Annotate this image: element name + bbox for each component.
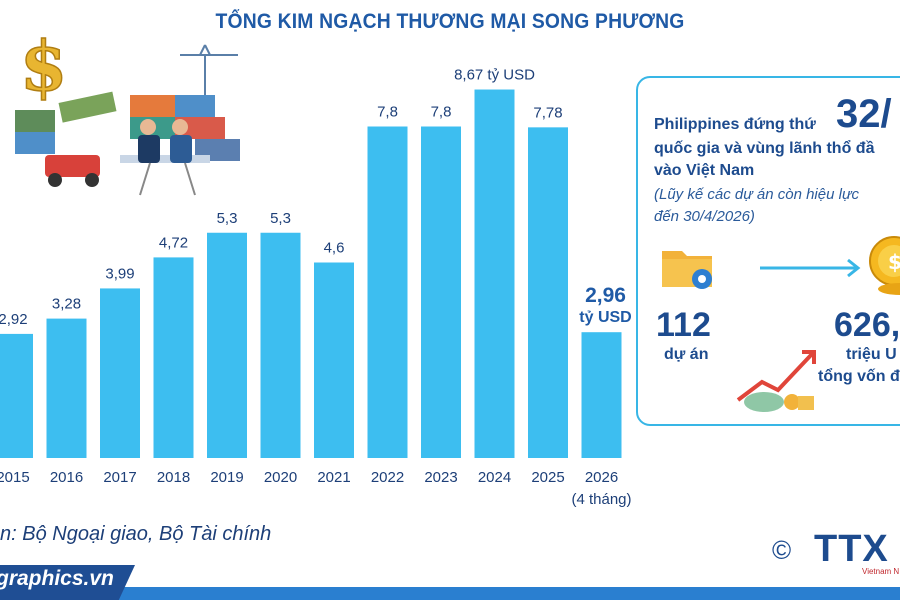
source-note: n: Bộ Ngoại giao, Bộ Tài chính bbox=[0, 523, 272, 545]
panel-line-1: Philippines đứng thứ bbox=[654, 116, 816, 133]
x-tick-2022: 2022 bbox=[371, 469, 404, 486]
panel-line-2: quốc gia và vùng lãnh thổ đầ bbox=[654, 140, 875, 157]
coin-icon: $ bbox=[869, 236, 900, 295]
bar-2025 bbox=[528, 127, 568, 458]
copyright-icon: © bbox=[772, 535, 792, 565]
footer-site-link[interactable]: graphics.vn bbox=[0, 567, 114, 590]
dollar-icon: $ bbox=[19, 26, 68, 108]
projects-value: 112 bbox=[656, 306, 711, 344]
capital-label-1: triệu U bbox=[846, 346, 897, 363]
footer-bar: graphics.vn bbox=[0, 565, 900, 600]
x-tick-2026: 2026 bbox=[585, 469, 618, 486]
bar-2026 bbox=[581, 332, 622, 458]
chart-title: TỔNG KIM NGẠCH THƯƠNG MẠI SONG PHƯƠNG bbox=[215, 10, 685, 33]
x-tick-2016: 2016 bbox=[50, 469, 83, 486]
bar-2020 bbox=[260, 232, 301, 458]
panel-note-1: (Lũy kế các dự án còn hiệu lực bbox=[654, 186, 859, 203]
data-label-2020: 5,3 bbox=[270, 210, 291, 227]
logo-tagline: Vietnam N bbox=[862, 567, 900, 576]
data-label-unit: tỷ USD bbox=[579, 309, 631, 326]
arrow-right-icon bbox=[760, 258, 861, 278]
data-label-2021: 4,6 bbox=[324, 240, 345, 257]
rank-value: 32/ bbox=[836, 92, 892, 136]
x-tick-2020: 2020 bbox=[264, 469, 297, 486]
data-label-2023: 7,8 bbox=[431, 104, 452, 121]
x-tick-2021: 2021 bbox=[317, 469, 350, 486]
svg-text:$: $ bbox=[20, 27, 67, 107]
ttxvn-logo: TTX bbox=[814, 528, 889, 570]
folder-gear-icon bbox=[662, 251, 712, 289]
data-label-2018: 4,72 bbox=[159, 234, 188, 251]
bar-2024 bbox=[474, 89, 515, 459]
x-tick-subtitle: (4 tháng) bbox=[571, 491, 631, 508]
x-tick-2023: 2023 bbox=[424, 469, 457, 486]
capital-label-2: tổng vốn đ bbox=[818, 368, 900, 385]
x-tick-2025: 2025 bbox=[531, 469, 564, 486]
x-tick-2024: 2024 bbox=[478, 469, 511, 486]
bar-2016 bbox=[46, 318, 87, 458]
data-label-2024: 8,67 tỷ USD bbox=[454, 67, 535, 84]
x-tick-2018: 2018 bbox=[157, 469, 190, 486]
data-label-2022: 7,8 bbox=[377, 104, 398, 121]
investment-panel: Philippines đứng thứ 32/ quốc gia và vùn… bbox=[636, 76, 900, 426]
data-label-2015: 2,92 bbox=[0, 311, 28, 328]
panel-line-3: vào Việt Nam bbox=[654, 162, 755, 179]
money-growth-icon bbox=[736, 350, 816, 412]
data-label-2026: 2,96 bbox=[585, 284, 626, 307]
footer-stripe bbox=[0, 587, 900, 600]
data-label-2017: 3,99 bbox=[105, 265, 134, 282]
bar-2019 bbox=[207, 232, 247, 458]
data-label-2025: 7,78 bbox=[533, 104, 562, 121]
x-tick-2019: 2019 bbox=[210, 469, 243, 486]
panel-note-2: đến 30/4/2026) bbox=[654, 208, 755, 225]
bar-2021 bbox=[314, 262, 354, 458]
footer-tab bbox=[0, 565, 135, 600]
x-tick-2017: 2017 bbox=[103, 469, 136, 486]
x-tick-2015: 2015 bbox=[0, 469, 30, 486]
bar-2017 bbox=[100, 288, 140, 458]
bar-2015 bbox=[0, 333, 33, 458]
projects-label: dự án bbox=[664, 346, 709, 363]
bar-2023 bbox=[421, 126, 461, 458]
svg-text:$: $ bbox=[888, 250, 900, 274]
data-label-2019: 5,3 bbox=[217, 210, 238, 227]
bar-2022 bbox=[367, 126, 408, 458]
bar-2018 bbox=[153, 257, 194, 458]
trade-port-illustration: $ bbox=[15, 26, 240, 196]
data-label-2016: 3,28 bbox=[52, 296, 81, 313]
capital-value: 626, bbox=[834, 306, 900, 344]
